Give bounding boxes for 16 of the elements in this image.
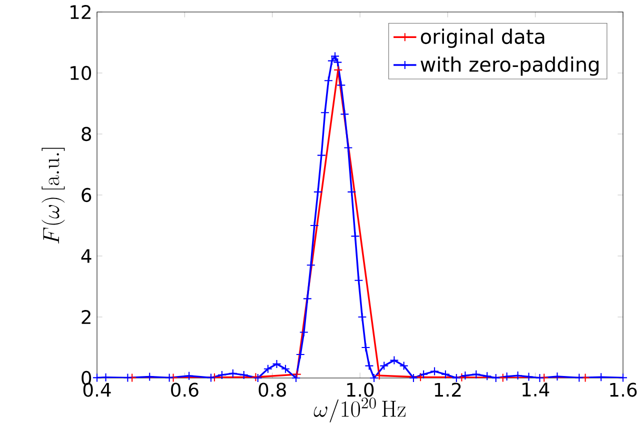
x-tick-label: 1.4: [522, 382, 550, 396]
y-axis-title: $F(\omega)\,[\mathrm{a.u.}]$: [42, 148, 65, 244]
y-tick-label: 2: [82, 310, 90, 324]
x-tick-label: 1.6: [610, 382, 637, 397]
y-tick-label: 4: [81, 249, 92, 263]
legend-label: original data: [420, 28, 544, 48]
y-tick-label: 10: [70, 66, 92, 80]
x-tick-label: 0.8: [258, 382, 286, 397]
x-tick-label: 1.2: [434, 382, 461, 397]
y-tick-label: 6: [82, 188, 92, 202]
y-tick-label: 12: [70, 5, 90, 19]
x-axis-title: $\omega/10^{20}\,\mathrm{Hz}$: [314, 398, 406, 422]
x-tick-label: 0.6: [171, 382, 198, 397]
x-tick-label: 1.0: [347, 382, 374, 397]
y-tick-label: 8: [82, 126, 92, 142]
legend-label: with zero-padding: [420, 56, 598, 76]
